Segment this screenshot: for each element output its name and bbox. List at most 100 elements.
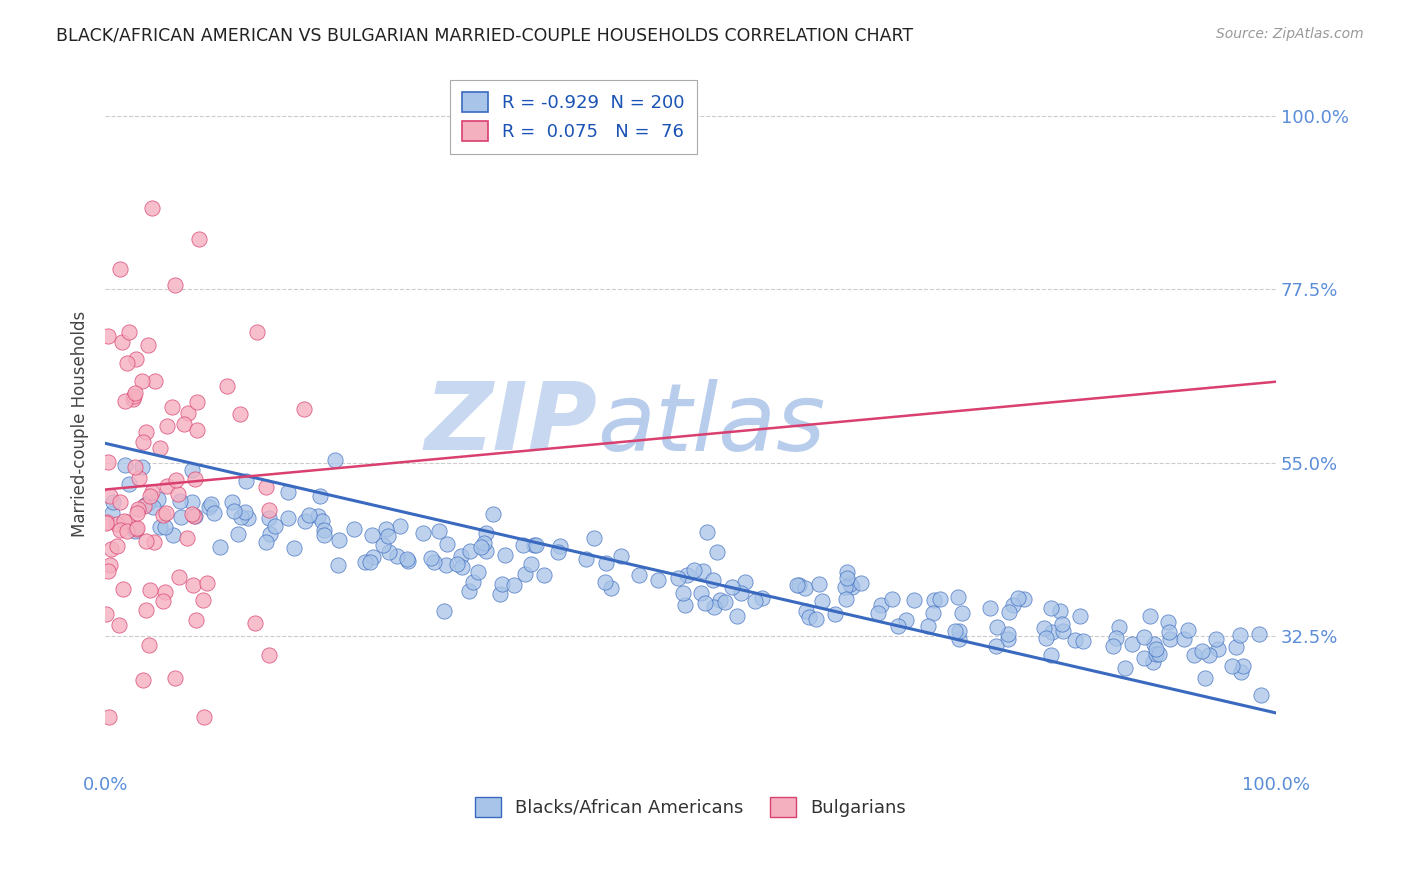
Point bbox=[312, 523, 335, 537]
Point bbox=[1014, 592, 1036, 607]
Point bbox=[609, 549, 631, 563]
Point bbox=[434, 558, 457, 572]
Point bbox=[105, 540, 128, 554]
Point bbox=[396, 554, 419, 568]
Point bbox=[807, 576, 830, 591]
Point bbox=[181, 463, 204, 477]
Point bbox=[921, 607, 943, 621]
Point bbox=[155, 506, 177, 520]
Point bbox=[149, 519, 172, 533]
Point bbox=[388, 519, 411, 533]
Point bbox=[139, 489, 162, 503]
Point bbox=[294, 514, 316, 528]
Point bbox=[115, 356, 138, 370]
Point bbox=[118, 477, 141, 491]
Point bbox=[254, 534, 277, 549]
Point bbox=[734, 575, 756, 590]
Point bbox=[420, 550, 443, 565]
Point bbox=[548, 539, 571, 553]
Point bbox=[229, 510, 252, 524]
Point bbox=[283, 541, 305, 555]
Point bbox=[1052, 624, 1074, 638]
Point bbox=[1001, 599, 1024, 613]
Point bbox=[512, 538, 534, 552]
Point bbox=[427, 524, 450, 538]
Point bbox=[122, 389, 145, 403]
Point bbox=[797, 609, 820, 624]
Point bbox=[263, 519, 285, 533]
Point bbox=[359, 555, 381, 569]
Point bbox=[208, 541, 231, 555]
Point bbox=[595, 556, 617, 570]
Point bbox=[254, 480, 277, 494]
Point bbox=[257, 503, 280, 517]
Point bbox=[1007, 591, 1029, 605]
Point bbox=[1049, 604, 1071, 618]
Point bbox=[547, 545, 569, 559]
Point bbox=[165, 473, 187, 487]
Point bbox=[139, 583, 162, 598]
Point bbox=[112, 514, 135, 528]
Point bbox=[834, 580, 856, 594]
Text: Source: ZipAtlas.com: Source: ZipAtlas.com bbox=[1216, 27, 1364, 41]
Point bbox=[184, 613, 207, 627]
Point bbox=[165, 671, 187, 685]
Point bbox=[243, 615, 266, 630]
Point bbox=[1229, 628, 1251, 642]
Point bbox=[1105, 632, 1128, 646]
Legend: Blacks/African Americans, Bulgarians: Blacks/African Americans, Bulgarians bbox=[468, 789, 912, 824]
Point bbox=[307, 508, 329, 523]
Point bbox=[156, 478, 179, 492]
Point bbox=[385, 549, 408, 563]
Point bbox=[1108, 620, 1130, 634]
Point bbox=[849, 575, 872, 590]
Point bbox=[1039, 601, 1062, 615]
Point bbox=[1069, 609, 1091, 624]
Point bbox=[725, 608, 748, 623]
Point bbox=[423, 555, 446, 569]
Point bbox=[948, 624, 970, 638]
Point bbox=[929, 592, 952, 607]
Point bbox=[233, 505, 256, 519]
Point bbox=[1232, 659, 1254, 673]
Point bbox=[794, 604, 817, 618]
Point bbox=[689, 585, 711, 599]
Point bbox=[361, 549, 384, 564]
Point bbox=[472, 535, 495, 549]
Point bbox=[887, 618, 910, 632]
Point bbox=[135, 425, 157, 440]
Point bbox=[100, 506, 122, 520]
Point bbox=[215, 379, 238, 393]
Point bbox=[141, 485, 163, 500]
Point bbox=[162, 528, 184, 542]
Point bbox=[326, 558, 349, 573]
Point bbox=[628, 567, 651, 582]
Point bbox=[903, 593, 925, 607]
Point bbox=[309, 489, 332, 503]
Point bbox=[494, 549, 516, 563]
Point bbox=[138, 638, 160, 652]
Point bbox=[744, 594, 766, 608]
Point bbox=[491, 577, 513, 591]
Point bbox=[1040, 625, 1063, 640]
Point bbox=[191, 593, 214, 607]
Point bbox=[226, 526, 249, 541]
Point bbox=[523, 538, 546, 552]
Point bbox=[134, 498, 156, 512]
Point bbox=[835, 591, 858, 606]
Point bbox=[124, 460, 146, 475]
Point bbox=[751, 591, 773, 605]
Point bbox=[721, 580, 744, 594]
Point bbox=[127, 501, 149, 516]
Point bbox=[1132, 630, 1154, 644]
Point bbox=[869, 598, 891, 612]
Point bbox=[96, 607, 118, 621]
Point bbox=[354, 555, 377, 569]
Point bbox=[169, 493, 191, 508]
Point bbox=[328, 533, 350, 547]
Point bbox=[676, 567, 699, 582]
Point bbox=[186, 394, 208, 409]
Point bbox=[1035, 632, 1057, 646]
Point bbox=[167, 486, 190, 500]
Point bbox=[412, 526, 434, 541]
